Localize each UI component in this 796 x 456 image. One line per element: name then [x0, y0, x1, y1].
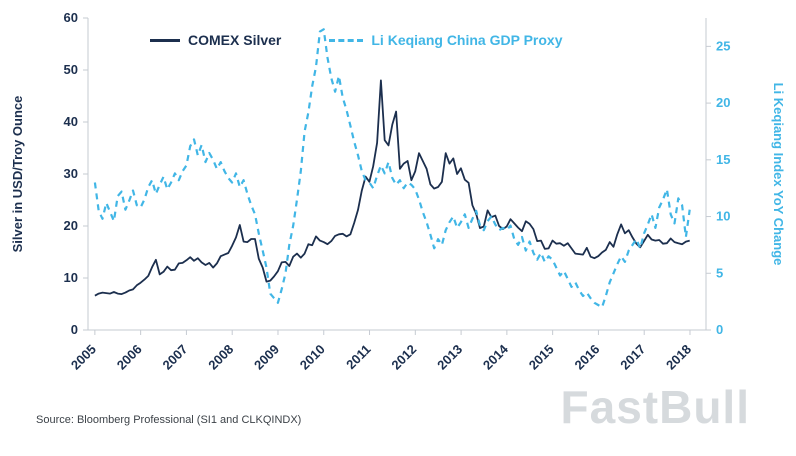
svg-text:15: 15 — [716, 152, 730, 167]
svg-text:2012: 2012 — [388, 342, 419, 373]
svg-text:25: 25 — [716, 38, 730, 53]
svg-text:2005: 2005 — [68, 342, 99, 373]
dashed-line-swatch-icon — [329, 38, 364, 42]
svg-text:30: 30 — [64, 166, 78, 181]
chart-legend: COMEX Silver Li Keqiang China GDP Proxy — [150, 32, 563, 48]
svg-text:2007: 2007 — [159, 342, 190, 373]
svg-text:20: 20 — [716, 95, 730, 110]
svg-text:2015: 2015 — [526, 342, 557, 373]
watermark: FastBull — [560, 381, 750, 433]
legend-label-gdp-proxy: Li Keqiang China GDP Proxy — [371, 32, 563, 48]
solid-line-swatch-icon — [150, 38, 180, 42]
source-citation: Source: Bloomberg Professional (SI1 and … — [36, 414, 302, 426]
svg-text:0: 0 — [71, 322, 78, 337]
legend-item-comex-silver: COMEX Silver — [150, 32, 281, 48]
svg-text:2013: 2013 — [434, 342, 465, 373]
svg-text:2006: 2006 — [114, 342, 145, 373]
legend-item-gdp-proxy: Li Keqiang China GDP Proxy — [329, 32, 563, 48]
svg-text:50: 50 — [64, 62, 78, 77]
svg-text:0: 0 — [716, 322, 723, 337]
svg-text:2016: 2016 — [571, 342, 602, 373]
svg-text:2018: 2018 — [663, 342, 694, 373]
svg-text:10: 10 — [716, 209, 730, 224]
svg-text:Silver in USD/Troy Ounce: Silver in USD/Troy Ounce — [10, 96, 25, 253]
svg-text:5: 5 — [716, 265, 723, 280]
svg-text:60: 60 — [64, 10, 78, 25]
svg-text:Li Keqiang Index YoY Change: Li Keqiang Index YoY Change — [771, 83, 786, 266]
svg-text:2009: 2009 — [251, 342, 282, 373]
svg-text:10: 10 — [64, 270, 78, 285]
svg-text:2010: 2010 — [297, 342, 328, 373]
svg-text:20: 20 — [64, 218, 78, 233]
svg-text:2017: 2017 — [617, 342, 648, 373]
svg-text:2011: 2011 — [343, 342, 374, 373]
svg-text:40: 40 — [64, 114, 78, 129]
legend-label-comex-silver: COMEX Silver — [188, 32, 282, 48]
svg-text:2014: 2014 — [480, 341, 512, 373]
svg-text:2008: 2008 — [205, 342, 236, 373]
